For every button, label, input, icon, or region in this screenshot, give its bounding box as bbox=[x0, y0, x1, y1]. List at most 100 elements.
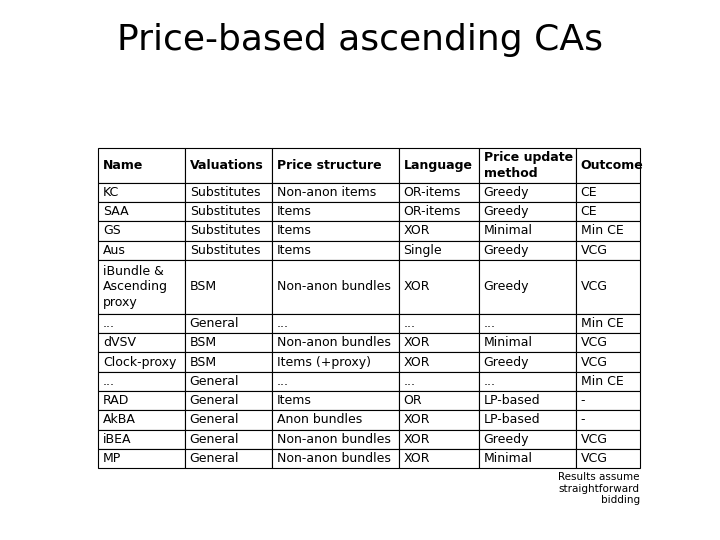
Bar bbox=[272, 221, 399, 240]
Text: BSM: BSM bbox=[189, 355, 217, 368]
Bar bbox=[399, 353, 480, 372]
Text: OR-items: OR-items bbox=[403, 205, 461, 218]
Bar bbox=[272, 353, 399, 372]
Bar bbox=[99, 410, 185, 429]
Bar bbox=[185, 221, 272, 240]
Bar bbox=[576, 148, 639, 183]
Text: VCG: VCG bbox=[580, 336, 608, 349]
Text: XOR: XOR bbox=[403, 414, 430, 427]
Bar bbox=[185, 449, 272, 468]
Bar bbox=[99, 314, 185, 333]
Text: Minimal: Minimal bbox=[484, 336, 533, 349]
Bar bbox=[185, 391, 272, 410]
Text: CE: CE bbox=[580, 186, 597, 199]
Bar bbox=[99, 391, 185, 410]
Text: Minimal: Minimal bbox=[484, 452, 533, 465]
Text: VCG: VCG bbox=[580, 452, 608, 465]
Bar bbox=[399, 260, 480, 314]
Bar bbox=[480, 314, 576, 333]
Bar bbox=[99, 148, 185, 183]
Bar bbox=[399, 410, 480, 429]
Text: ...: ... bbox=[276, 317, 289, 330]
Text: Greedy: Greedy bbox=[484, 433, 529, 446]
Text: Greedy: Greedy bbox=[484, 186, 529, 199]
Text: Clock-proxy: Clock-proxy bbox=[103, 355, 176, 368]
Bar bbox=[399, 148, 480, 183]
Text: Substitutes: Substitutes bbox=[189, 186, 260, 199]
Bar bbox=[272, 333, 399, 353]
Text: Results assume
straightforward
bidding: Results assume straightforward bidding bbox=[558, 472, 639, 505]
Bar bbox=[185, 148, 272, 183]
Bar bbox=[399, 429, 480, 449]
Text: Items: Items bbox=[276, 205, 312, 218]
Text: General: General bbox=[189, 433, 239, 446]
Text: SAA: SAA bbox=[103, 205, 128, 218]
Bar bbox=[480, 449, 576, 468]
Text: XOR: XOR bbox=[403, 355, 430, 368]
Bar bbox=[576, 221, 639, 240]
Bar bbox=[185, 372, 272, 391]
Bar bbox=[185, 240, 272, 260]
Bar bbox=[272, 240, 399, 260]
Text: Substitutes: Substitutes bbox=[189, 205, 260, 218]
Bar bbox=[185, 314, 272, 333]
Text: BSM: BSM bbox=[189, 280, 217, 293]
Text: XOR: XOR bbox=[403, 336, 430, 349]
Text: Substitutes: Substitutes bbox=[189, 225, 260, 238]
Text: Greedy: Greedy bbox=[484, 280, 529, 293]
Bar bbox=[272, 429, 399, 449]
Text: OR: OR bbox=[403, 394, 422, 407]
Bar bbox=[185, 202, 272, 221]
Bar bbox=[480, 372, 576, 391]
Text: Non-anon bundles: Non-anon bundles bbox=[276, 433, 390, 446]
Text: OR-items: OR-items bbox=[403, 186, 461, 199]
Bar bbox=[576, 240, 639, 260]
Bar bbox=[399, 221, 480, 240]
Text: -: - bbox=[580, 394, 585, 407]
Bar bbox=[480, 221, 576, 240]
Text: KC: KC bbox=[103, 186, 119, 199]
Text: Greedy: Greedy bbox=[484, 244, 529, 256]
Text: LP-based: LP-based bbox=[484, 414, 540, 427]
Bar bbox=[399, 391, 480, 410]
Bar bbox=[185, 260, 272, 314]
Bar bbox=[99, 240, 185, 260]
Bar bbox=[480, 333, 576, 353]
Bar bbox=[272, 449, 399, 468]
Bar bbox=[272, 183, 399, 202]
Bar bbox=[272, 372, 399, 391]
Bar bbox=[576, 410, 639, 429]
Bar bbox=[480, 183, 576, 202]
Bar bbox=[272, 391, 399, 410]
Text: Items: Items bbox=[276, 225, 312, 238]
Text: Non-anon bundles: Non-anon bundles bbox=[276, 336, 390, 349]
Text: Single: Single bbox=[403, 244, 442, 256]
Text: Items: Items bbox=[276, 394, 312, 407]
Bar bbox=[576, 391, 639, 410]
Bar bbox=[99, 183, 185, 202]
Text: VCG: VCG bbox=[580, 280, 608, 293]
Bar bbox=[576, 183, 639, 202]
Bar bbox=[480, 148, 576, 183]
Text: Outcome: Outcome bbox=[580, 159, 644, 172]
Bar bbox=[99, 221, 185, 240]
Text: iBundle &
Ascending
proxy: iBundle & Ascending proxy bbox=[103, 265, 168, 309]
Bar bbox=[99, 449, 185, 468]
Bar bbox=[576, 372, 639, 391]
Text: Aus: Aus bbox=[103, 244, 126, 256]
Text: Minimal: Minimal bbox=[484, 225, 533, 238]
Bar bbox=[185, 333, 272, 353]
Text: Price update
method: Price update method bbox=[484, 151, 573, 180]
Text: ...: ... bbox=[103, 375, 114, 388]
Text: Min CE: Min CE bbox=[580, 225, 624, 238]
Text: XOR: XOR bbox=[403, 452, 430, 465]
Text: XOR: XOR bbox=[403, 280, 430, 293]
Text: Substitutes: Substitutes bbox=[189, 244, 260, 256]
Bar bbox=[576, 333, 639, 353]
Text: dVSV: dVSV bbox=[103, 336, 136, 349]
Text: Valuations: Valuations bbox=[189, 159, 264, 172]
Bar bbox=[272, 410, 399, 429]
Text: -: - bbox=[580, 414, 585, 427]
Bar bbox=[576, 314, 639, 333]
Bar bbox=[99, 202, 185, 221]
